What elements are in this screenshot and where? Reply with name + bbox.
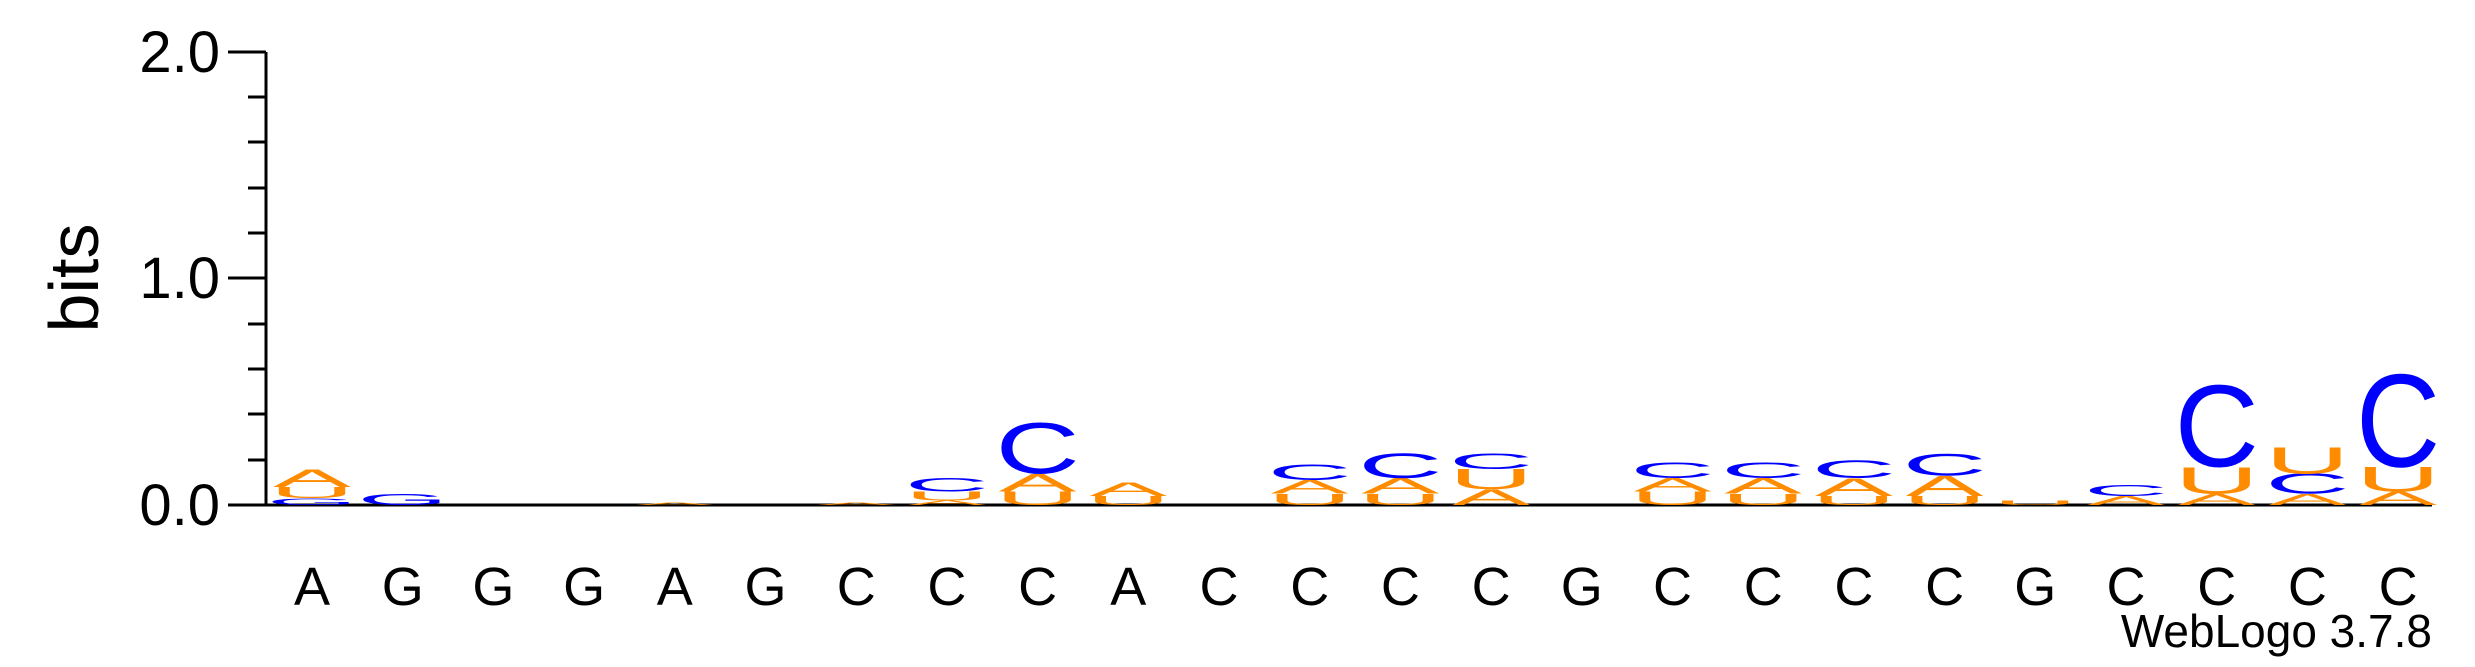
x-tick-label: C	[1290, 557, 1329, 617]
logo-letter-a: A	[1452, 485, 1530, 510]
logo-letter-c: C	[905, 474, 989, 495]
logo-letter-a: A	[1361, 474, 1439, 499]
logo-letter-a: A	[2087, 494, 2166, 508]
y-tick-label: 0.0	[139, 473, 220, 538]
logo-letter-c: C	[995, 407, 1079, 489]
logo-letter-c: C	[1812, 455, 1896, 483]
x-tick-label: C	[1925, 557, 1964, 617]
logo-letter-a: A	[1634, 474, 1712, 495]
x-tick-label: C	[2288, 557, 2327, 617]
logo-letter-c: C	[1268, 460, 1352, 485]
logo-letter-a: A	[1815, 473, 1894, 501]
logo-letter-u: U	[1902, 494, 1986, 508]
logo-letter-u: U	[2356, 460, 2440, 499]
logo-letter-a: A	[636, 502, 714, 506]
logo-letter-a: A	[2359, 488, 2437, 509]
logo-letter-g: G	[267, 496, 358, 507]
logo-letter-u: U	[1449, 463, 1533, 495]
logo-letter-u: U	[1721, 491, 1805, 509]
logo-letter-u: U	[995, 488, 1079, 509]
logo-letter-a: A	[1089, 479, 1167, 500]
x-tick-label: C	[2107, 557, 2146, 617]
x-tick-label: C	[1834, 557, 1873, 617]
x-tick-label: C	[1653, 557, 1692, 617]
x-tick-label: C	[1381, 557, 1420, 617]
x-tick-label: G	[2014, 557, 2056, 617]
logo-letter-u: U	[1086, 494, 1170, 508]
y-tick-label: 2.0	[139, 20, 220, 85]
logo-letter-a: A	[1271, 476, 1349, 497]
logo-letter-a: A	[908, 499, 986, 506]
x-tick-label: C	[2197, 557, 2236, 617]
logo-letter-a: A	[817, 502, 895, 506]
x-tick-label: C	[2379, 557, 2418, 617]
logo-letter-a: A	[999, 469, 1078, 497]
x-tick-label: G	[472, 557, 514, 617]
logo-letter-u: U	[2265, 439, 2349, 481]
logo-letter-g: G	[357, 491, 448, 509]
logo-letter-c: C	[1630, 458, 1714, 483]
logo-letter-a: A	[2178, 491, 2256, 509]
x-tick-label: C	[1200, 557, 1239, 617]
x-tick-label: C	[837, 557, 876, 617]
logo-letter-u: U	[1630, 488, 1714, 509]
x-tick-label: C	[927, 557, 966, 617]
x-tick-label: A	[1110, 557, 1146, 617]
logo-letter-c: C	[2265, 468, 2349, 500]
logo-letter-c: C	[1449, 449, 1533, 474]
y-axis-label: bits	[35, 224, 113, 333]
logo-letter-a: A	[2268, 491, 2346, 509]
y-axis: 0.0 1.0 2.0 bits	[35, 20, 268, 538]
logo-letter-u: U	[905, 489, 989, 503]
x-tick-label: A	[294, 557, 330, 617]
logo-letter-c: C	[1721, 458, 1805, 483]
logo-letter-u: U	[1268, 491, 1352, 509]
logo-letter-u: U	[2175, 460, 2259, 502]
x-tick-label: C	[1472, 557, 1511, 617]
x-tick-label: G	[382, 557, 424, 617]
x-tick-label: G	[1561, 557, 1603, 617]
logo-letter-u: U	[270, 484, 354, 502]
logo-letter-a: A	[1724, 474, 1802, 499]
weblogo-credit: WebLogo 3.7.8	[2121, 605, 2432, 657]
logo-letter-c: C	[2175, 360, 2259, 491]
logo-letter-c: C	[2084, 482, 2168, 500]
logo-letter-u: U	[1812, 494, 1896, 508]
x-tick-label: C	[1018, 557, 1057, 617]
x-tick-label: A	[657, 557, 693, 617]
logo-letter-u: U	[1358, 491, 1442, 509]
y-tick-label: 1.0	[139, 246, 220, 311]
logo-letter-c: C	[1902, 447, 1986, 482]
logo-letter-c: C	[1358, 447, 1442, 486]
logo-letter-c: C	[2356, 347, 2440, 495]
x-tick-label: G	[563, 557, 605, 617]
x-tick-label: C	[1744, 557, 1783, 617]
x-tick-label: G	[744, 557, 786, 617]
logo-letter-a: A	[273, 464, 352, 492]
logo-letter-u: U	[1993, 499, 2077, 506]
logo-letter-a: A	[1906, 470, 1984, 502]
